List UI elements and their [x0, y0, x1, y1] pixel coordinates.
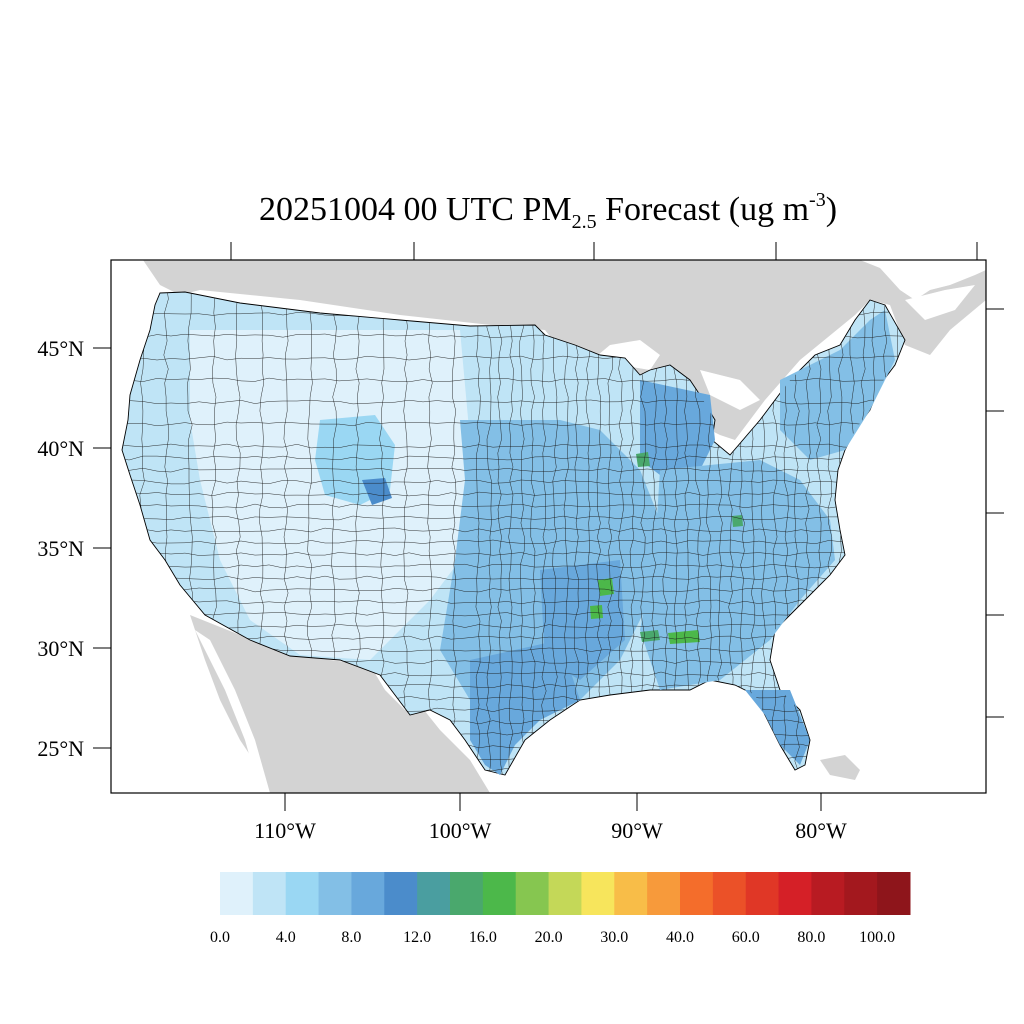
colorbar-label: 16.0 [469, 929, 497, 946]
lon-label-80: 80°W [795, 818, 847, 843]
colorbar-label: 8.0 [341, 929, 361, 946]
cuba-land [820, 755, 860, 780]
latitude-labels: 45°N 40°N 35°N 30°N 25°N [37, 336, 84, 761]
colorbar-swatch [450, 872, 484, 915]
colorbar-swatch [712, 872, 747, 915]
colorbar-swatch [285, 872, 320, 915]
colorbar-label: 20.0 [535, 929, 563, 946]
colorbar-labels: 0.0 4.0 8.0 12.0 16.0 20.0 30.0 40.0 60.0 80.0 100… [210, 929, 895, 946]
colorbar-label: 60.0 [732, 929, 760, 946]
title-superscript: -3 [809, 189, 826, 211]
map-frame-border [110, 259, 987, 794]
colorbar-label: 30.0 [600, 929, 628, 946]
lat-label-35: 35°N [37, 536, 84, 561]
lake-huron [700, 370, 760, 410]
colorbar-swatch [680, 872, 714, 915]
gulf-st-lawrence [905, 285, 975, 320]
colorbar-swatch [811, 872, 845, 915]
colorbar-swatch [745, 872, 780, 915]
colorbar-swatch [778, 872, 812, 915]
colorbar-label: 100.0 [859, 929, 895, 946]
colorbar-swatch [384, 872, 418, 915]
lon-label-90: 90°W [611, 818, 663, 843]
lat-label-40: 40°N [37, 436, 84, 461]
title-prefix: 20251004 00 UTC PM [259, 191, 572, 228]
mexico-land [190, 615, 490, 793]
lat-label-45: 45°N [37, 336, 84, 361]
title-close: ) [826, 191, 837, 228]
lat-label-30: 30°N [37, 636, 84, 661]
colorbar-swatch [482, 872, 517, 915]
colorbar-swatch [252, 872, 287, 915]
bottom-ticks [284, 793, 822, 811]
colorbar-swatch [844, 872, 878, 915]
colorbar-swatch [351, 872, 385, 915]
colorbar-swatch [877, 872, 911, 915]
top-ticks [230, 242, 978, 260]
left-ticks [93, 347, 111, 749]
colorbar-swatch [647, 872, 681, 915]
colorbar-label: 80.0 [797, 929, 825, 946]
lon-label-110: 110°W [254, 818, 316, 843]
colorbar-swatch [417, 872, 451, 915]
colorbar-swatch [581, 872, 615, 915]
colorbar-swatch [515, 872, 550, 915]
title-subscript: 2.5 [572, 211, 597, 233]
colorbar-label: 12.0 [403, 929, 431, 946]
map-title: 20251004 00 UTC PM2.5 Forecast (ug m-3) [259, 189, 837, 233]
lat-label-25: 25°N [37, 736, 84, 761]
colorbar-swatch [220, 872, 254, 915]
right-ticks [986, 308, 1004, 718]
colorbar-label: 4.0 [276, 929, 296, 946]
colorbar [220, 872, 911, 915]
longitude-labels: 110°W 100°W 90°W 80°W [254, 818, 847, 843]
title-suffix: Forecast (ug m [597, 191, 809, 228]
colorbar-swatch [548, 872, 582, 915]
colorbar-label: 40.0 [666, 929, 694, 946]
colorbar-swatch [614, 872, 648, 915]
map-content [121, 260, 986, 793]
lon-label-100: 100°W [429, 818, 492, 843]
colorbar-swatch [318, 872, 352, 915]
colorbar-label: 0.0 [210, 929, 230, 946]
